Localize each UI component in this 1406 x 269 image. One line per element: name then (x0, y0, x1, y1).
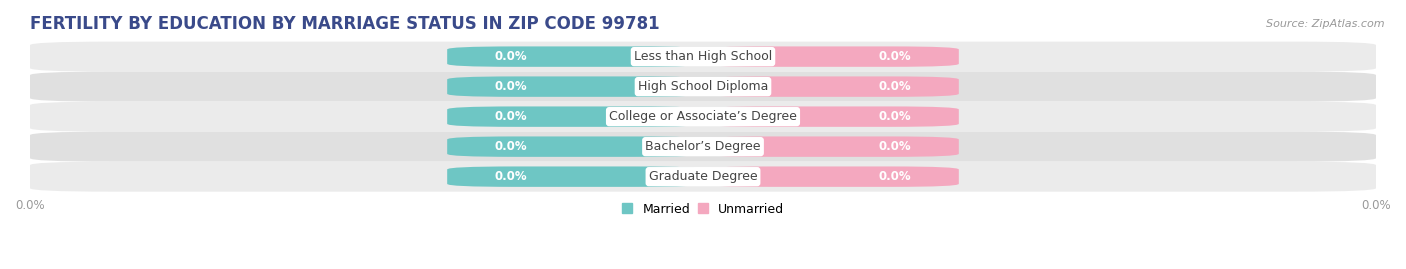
Text: High School Diploma: High School Diploma (638, 80, 768, 93)
Text: 0.0%: 0.0% (879, 110, 911, 123)
Text: 0.0%: 0.0% (495, 140, 527, 153)
Text: 0.0%: 0.0% (495, 110, 527, 123)
Text: Bachelor’s Degree: Bachelor’s Degree (645, 140, 761, 153)
Text: 0.0%: 0.0% (495, 80, 527, 93)
FancyBboxPatch shape (703, 76, 959, 97)
FancyBboxPatch shape (447, 136, 703, 157)
Text: College or Associate’s Degree: College or Associate’s Degree (609, 110, 797, 123)
FancyBboxPatch shape (30, 102, 1376, 132)
Text: 0.0%: 0.0% (879, 170, 911, 183)
FancyBboxPatch shape (703, 47, 959, 67)
FancyBboxPatch shape (30, 72, 1376, 102)
FancyBboxPatch shape (703, 136, 959, 157)
FancyBboxPatch shape (30, 42, 1376, 72)
Text: 0.0%: 0.0% (495, 170, 527, 183)
FancyBboxPatch shape (30, 132, 1376, 162)
Text: Graduate Degree: Graduate Degree (648, 170, 758, 183)
Text: FERTILITY BY EDUCATION BY MARRIAGE STATUS IN ZIP CODE 99781: FERTILITY BY EDUCATION BY MARRIAGE STATU… (30, 15, 659, 33)
FancyBboxPatch shape (30, 162, 1376, 192)
Text: 0.0%: 0.0% (879, 140, 911, 153)
Text: 0.0%: 0.0% (879, 80, 911, 93)
FancyBboxPatch shape (447, 107, 703, 127)
Text: Source: ZipAtlas.com: Source: ZipAtlas.com (1267, 19, 1385, 29)
Text: Less than High School: Less than High School (634, 50, 772, 63)
FancyBboxPatch shape (447, 167, 703, 187)
Legend: Married, Unmarried: Married, Unmarried (617, 198, 789, 221)
FancyBboxPatch shape (703, 167, 959, 187)
FancyBboxPatch shape (703, 107, 959, 127)
FancyBboxPatch shape (447, 76, 703, 97)
Text: 0.0%: 0.0% (495, 50, 527, 63)
FancyBboxPatch shape (447, 47, 703, 67)
Text: 0.0%: 0.0% (879, 50, 911, 63)
